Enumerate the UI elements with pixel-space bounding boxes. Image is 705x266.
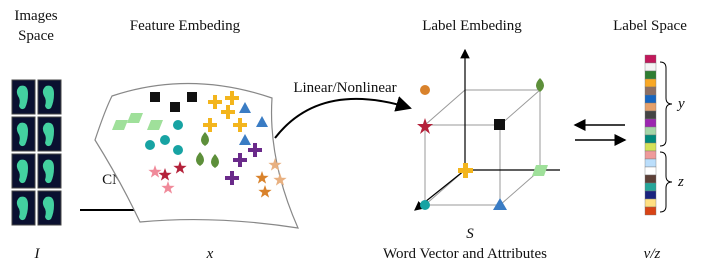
shape	[645, 143, 656, 151]
shape	[645, 207, 656, 215]
brace-label: y	[676, 96, 685, 112]
caption: I	[34, 246, 41, 262]
shape	[645, 55, 656, 63]
shape	[645, 87, 656, 95]
label-bar	[645, 55, 656, 215]
column-title: Space	[18, 28, 54, 44]
shape	[145, 140, 155, 150]
shape	[645, 183, 656, 191]
shape	[645, 159, 656, 167]
shape	[645, 95, 656, 103]
shape	[187, 92, 197, 102]
shape	[645, 199, 656, 207]
label-points	[417, 78, 548, 210]
shape	[645, 79, 656, 87]
brace	[660, 152, 672, 212]
caption: v/z	[644, 246, 661, 262]
page: {"columns": [ {"title": ["Images", "Spac…	[0, 0, 705, 266]
shape	[160, 135, 170, 145]
shape	[645, 167, 656, 175]
arrow-label: Linear/Nonlinear	[293, 80, 396, 96]
caption: x	[206, 246, 214, 262]
feature-sheet	[95, 83, 298, 228]
shape	[645, 71, 656, 79]
shape	[173, 120, 183, 130]
shape	[645, 119, 656, 127]
shape	[645, 135, 656, 143]
shape	[173, 145, 183, 155]
brace-label: z	[677, 174, 684, 190]
caption: Word Vector and Attributes	[383, 246, 547, 262]
shape	[645, 103, 656, 111]
column-title: Label Space	[613, 18, 687, 34]
shape	[170, 102, 180, 112]
diagram: Images Space Feature Embeding Label Embe…	[0, 0, 705, 266]
brace	[660, 62, 672, 146]
axes	[415, 50, 560, 210]
column-title: Label Embeding	[422, 18, 522, 34]
mapping-arrow	[275, 99, 410, 138]
column-title: Images	[14, 8, 57, 24]
shape	[645, 63, 656, 71]
shape	[645, 175, 656, 183]
shape	[645, 111, 656, 119]
shape	[645, 127, 656, 135]
shape	[645, 191, 656, 199]
shape	[645, 151, 656, 159]
image-tiles	[12, 80, 61, 225]
shape	[150, 92, 160, 102]
column-title: Feature Embeding	[130, 18, 241, 34]
axis-label: S	[466, 226, 474, 242]
